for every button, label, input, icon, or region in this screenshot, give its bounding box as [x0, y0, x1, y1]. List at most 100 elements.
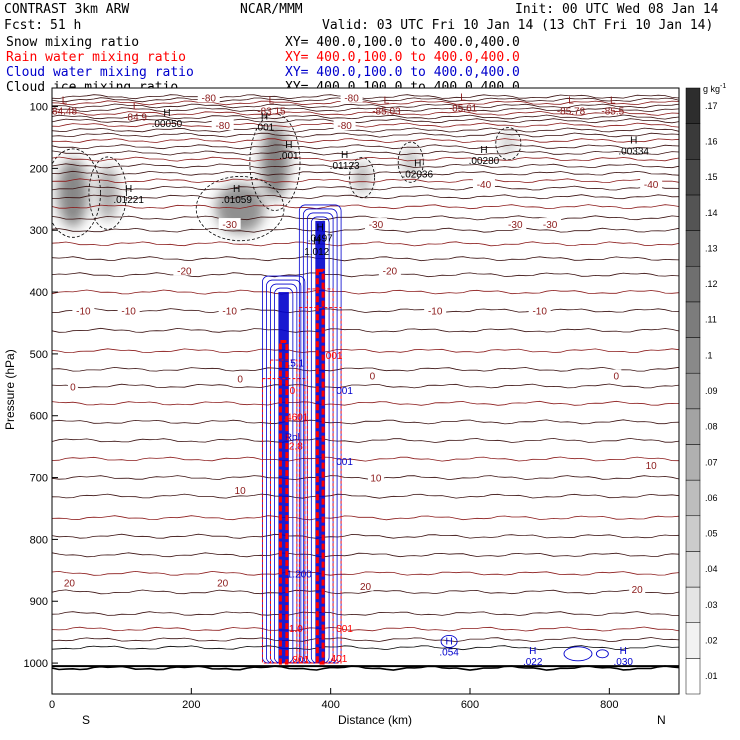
colorbar-label: .15 [705, 172, 718, 182]
high-marker: H [285, 140, 292, 151]
isotherm-label: -30 [543, 220, 558, 231]
isotherm-label-bg [211, 119, 234, 131]
high-marker: H [163, 108, 170, 119]
theta-line [52, 589, 679, 595]
isotherm-label-bg [67, 380, 78, 392]
legend-xy-snow: XY= 400.0,100.0 to 400.0,400.0 [285, 35, 520, 50]
surface-features [52, 634, 679, 668]
high-marker: H [313, 236, 320, 247]
extremum-value: -85.61 [449, 103, 478, 114]
column-contour-label: .4601 [283, 413, 308, 424]
high-marker: H [480, 145, 487, 156]
theta-line [52, 515, 679, 521]
isotherm-label-bg [472, 177, 495, 189]
theta-line [52, 170, 679, 176]
high-marker: H [261, 112, 268, 123]
theta-line [52, 626, 679, 632]
extremum-value: -84.9 [124, 113, 147, 124]
isotherm-label-bg [333, 119, 356, 131]
theta-line [52, 178, 679, 184]
isotherm-label: 10 [646, 461, 658, 472]
colorbar-swatch [685, 444, 701, 481]
high-marker: H [414, 159, 421, 170]
plot-content: -80 -80 -80 -80 -40 -40 -30 -30 -30 -30 -20 -20 -10 -… [52, 91, 679, 671]
low-marker: L [610, 96, 616, 107]
theta-line [52, 107, 679, 113]
isotherm-label: 0 [70, 383, 76, 394]
theta-line [52, 163, 679, 169]
theta-line [52, 533, 679, 539]
isotherm-label: 10 [235, 486, 247, 497]
colorbar-label: .01 [705, 671, 718, 681]
legend-label-rain: Rain water mixing ratio [6, 50, 186, 65]
forecast-hour: 51 h [50, 18, 81, 33]
theta-line [52, 185, 679, 191]
high-marker: H [233, 184, 240, 195]
theta-line [52, 138, 679, 144]
colorbar-label: .07 [705, 457, 718, 467]
high-marker: H [529, 646, 536, 657]
colorbar-label: .14 [705, 208, 718, 218]
theta-lines [52, 94, 679, 671]
isotherm-label-bg [235, 372, 246, 384]
theta-line [52, 118, 679, 124]
theta-line [52, 110, 679, 116]
isotherm-label-bg [214, 576, 231, 588]
theta-line [52, 132, 679, 138]
colorbar-swatch [685, 479, 701, 517]
surface-cloud-contour [595, 649, 609, 659]
high-marker: H [445, 637, 452, 648]
theta-line [52, 103, 679, 109]
column-contour-label: .5.1 [287, 358, 304, 369]
colorbar-label: .04 [705, 564, 718, 574]
isotherm-label: -30 [222, 220, 237, 231]
isotherm-label: -10 [121, 307, 136, 318]
convective-columns [261, 204, 342, 665]
isotherm-label: -10 [76, 307, 91, 318]
y-tick-label: 200 [30, 163, 48, 175]
theta-line [52, 400, 679, 406]
colorbar-swatch [685, 372, 701, 410]
colorbar-label: .16 [705, 136, 718, 146]
theta-line [52, 456, 679, 462]
theta-line [52, 215, 679, 221]
x-tick-label: 600 [461, 699, 479, 711]
column-contour-label: Rol [285, 432, 300, 443]
snow-blob [57, 159, 89, 228]
y-tick-label: 300 [30, 225, 48, 237]
surface-cloud-contour [440, 634, 458, 648]
isotherm-label: 0 [370, 372, 376, 383]
isotherm-label: 20 [360, 582, 372, 593]
x-tick-label: 400 [321, 699, 339, 711]
colorbar-label: .05 [705, 529, 718, 539]
colorbar: .01 .02 .03 .04 .05 .06 .07 .08 .09 .1 .11 .12 .13 .1… [685, 87, 718, 695]
snow-blob [97, 165, 119, 221]
rain-contour [306, 288, 334, 664]
cloud-ice-contour [52, 148, 101, 238]
isotherm-label-bg [643, 459, 660, 471]
colorbar-swatch [685, 265, 701, 303]
colorbar-swatch [685, 301, 701, 338]
y-tick-label: 600 [30, 411, 48, 423]
rain-core-contour [278, 340, 289, 665]
extremum-value: -85.03 [372, 107, 401, 118]
isotherm-label: -20 [383, 266, 398, 277]
legend: Snow mixing ratio XY= 400.0,100.0 to 400… [6, 35, 520, 95]
theta-line [52, 493, 679, 499]
extremum-value: .00334 [618, 147, 649, 158]
init-time: Init: 00 UTC Wed 08 Jan 14 [515, 2, 719, 17]
low-marker: L [269, 96, 275, 107]
extremum-value: .02036 [402, 170, 433, 181]
y-tick-label: 100 [30, 102, 48, 114]
contour-labels: L84.48 L-84.9 H.00050L-83.15H.001L-85.03L-… [52, 92, 649, 667]
extremum-value: .01059 [221, 195, 252, 206]
extremum-value: .022 [523, 657, 543, 668]
isotherm-label: 10 [370, 474, 382, 485]
x-tick-label: 800 [600, 699, 618, 711]
colorbar-units-exp: -1 [720, 83, 726, 90]
x-tick-label: 200 [182, 699, 200, 711]
colorbar-swatch [685, 551, 701, 588]
colorbar-swatch [685, 586, 701, 623]
isotherm-label-bg [629, 582, 646, 594]
isotherm-label: 0 [237, 375, 243, 386]
